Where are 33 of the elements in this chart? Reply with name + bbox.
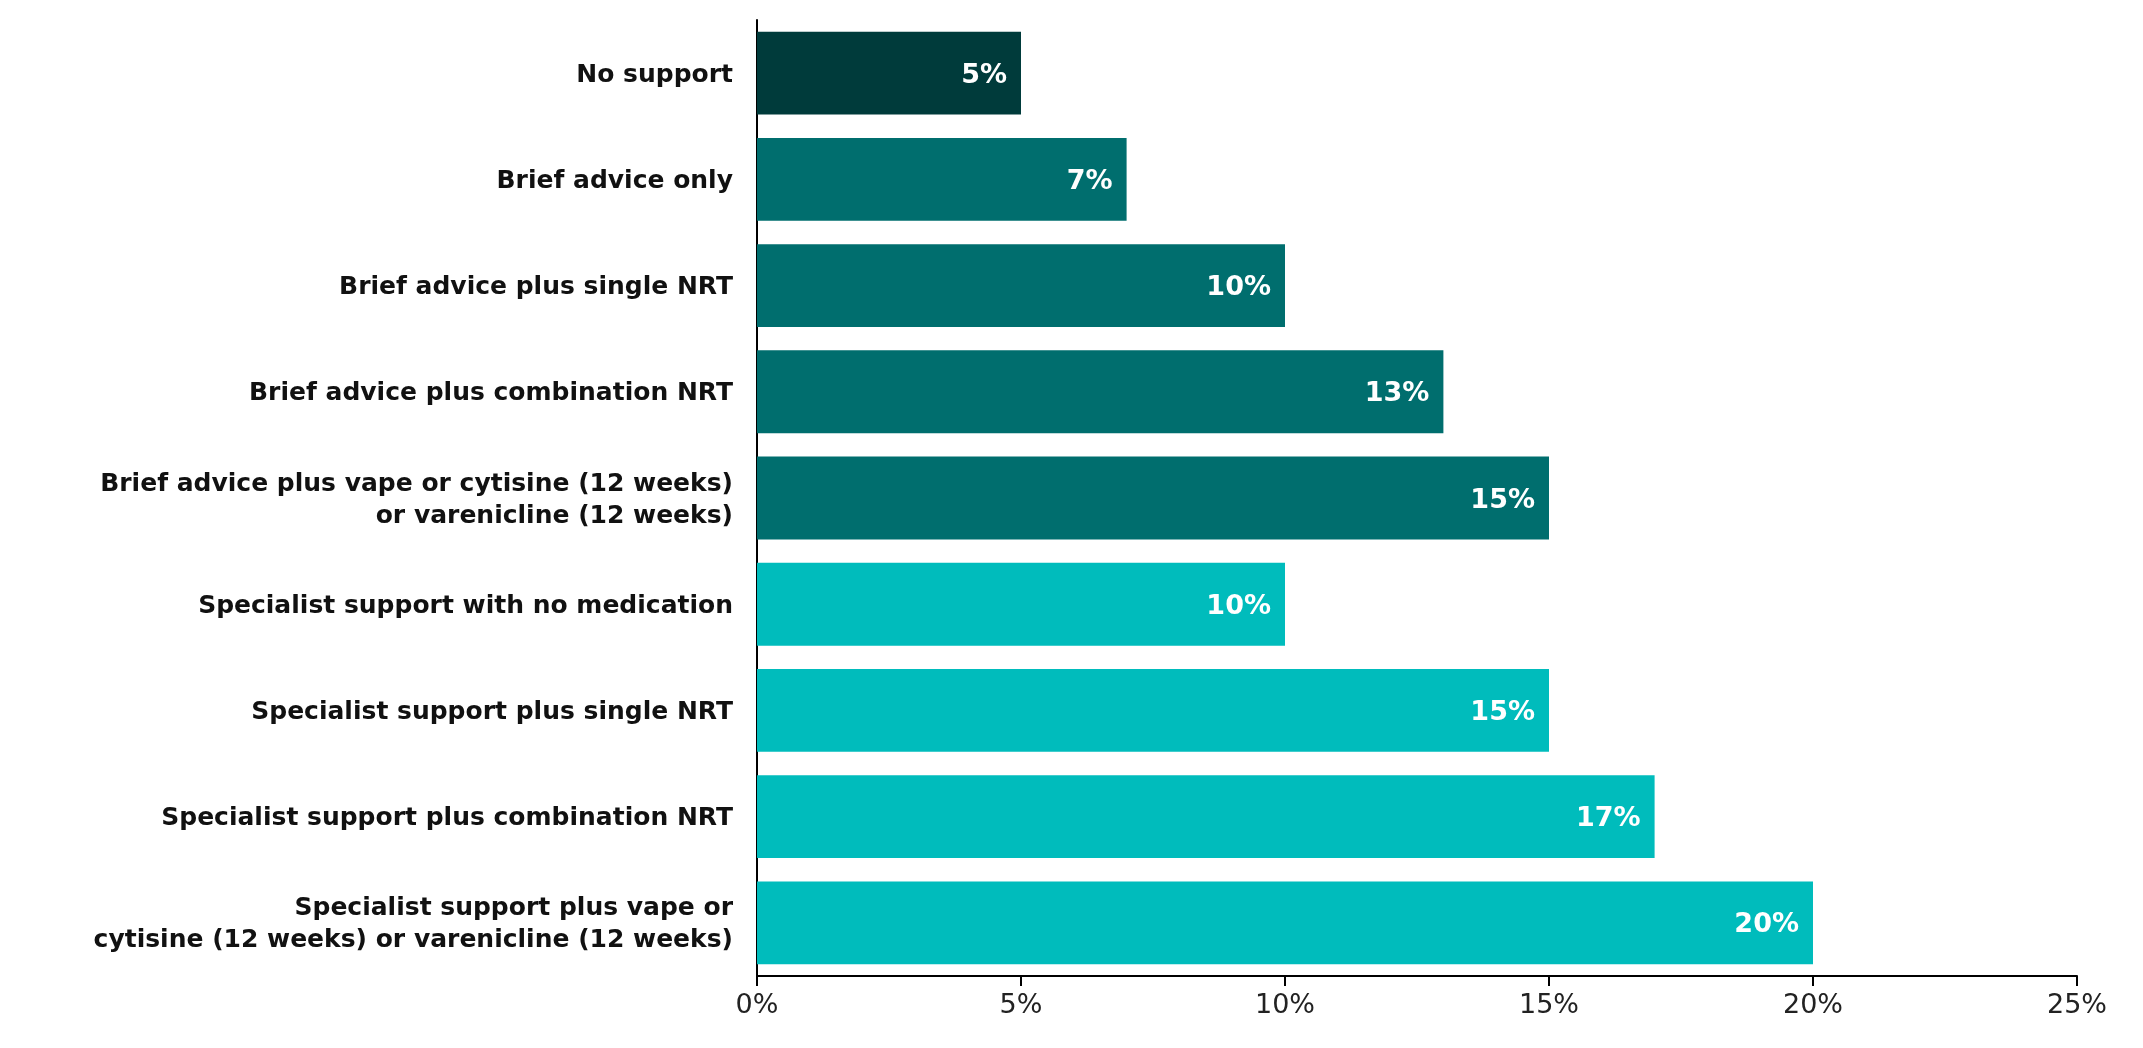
- bar: [757, 31, 1021, 115]
- x-tick-label: 25%: [2046, 988, 2108, 1019]
- x-tick-label: 5%: [999, 988, 1043, 1019]
- x-tick-label: 20%: [1782, 988, 1844, 1019]
- x-tick-label: 10%: [1254, 988, 1316, 1019]
- y-tick-label: Specialist support plus combination NRT: [161, 802, 733, 832]
- bar: [757, 669, 1549, 752]
- data-label: 15%: [1470, 694, 1535, 726]
- data-label: 13%: [1364, 376, 1430, 408]
- bar: [757, 775, 1655, 859]
- data-label: 5%: [961, 57, 1007, 89]
- data-label: 20%: [1734, 907, 1799, 939]
- bar: [757, 562, 1285, 646]
- bar: [757, 456, 1549, 540]
- y-tick-label: No support: [576, 58, 734, 88]
- bar: [757, 881, 1813, 965]
- bar: [757, 244, 1285, 327]
- y-tick-label: Brief advice plus vape or cytisine (12 weeks) or varenicline (12 weeks): [100, 467, 733, 529]
- x-tick-label: 0%: [735, 988, 779, 1019]
- y-tick-label: Specialist support plus single NRT: [251, 695, 733, 725]
- y-tick-label: Brief advice plus combination NRT: [249, 377, 733, 407]
- data-label: 10%: [1206, 588, 1271, 620]
- y-tick-label: Specialist support plus vape or cytisine (12 weeks) or varenicline (12 weeks): [93, 892, 734, 954]
- data-label: 15%: [1470, 482, 1535, 514]
- data-label: 10%: [1206, 270, 1271, 302]
- bar: [757, 137, 1127, 221]
- y-tick-label: Specialist support with no medication: [198, 589, 733, 619]
- bar: [757, 350, 1444, 434]
- data-label: 17%: [1575, 801, 1641, 833]
- y-tick-label: Brief advice only: [496, 164, 733, 194]
- data-label: 7%: [1066, 163, 1113, 195]
- y-tick-label: Brief advice plus single NRT: [339, 271, 733, 301]
- x-tick-label: 15%: [1518, 988, 1580, 1019]
